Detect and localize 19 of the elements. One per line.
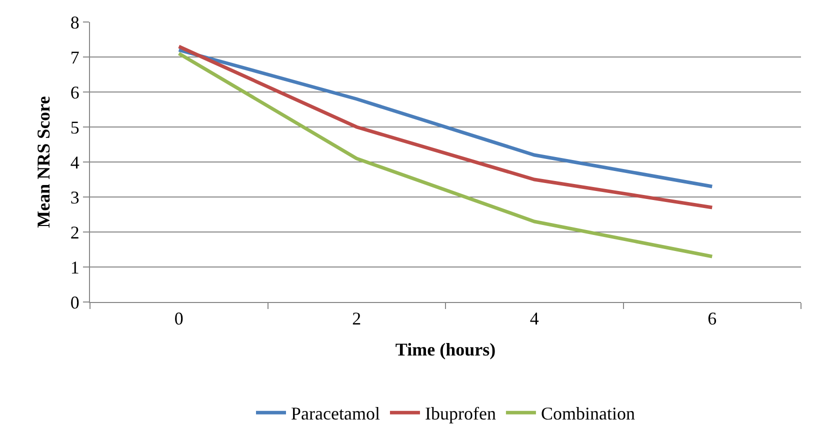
- y-axis-title: Mean NRS Score: [34, 96, 54, 228]
- x-tick-label: 4: [530, 308, 539, 329]
- x-axis-title: Time (hours): [395, 340, 496, 360]
- legend-label: Paracetamol: [291, 404, 380, 424]
- legend-label: Combination: [540, 404, 635, 424]
- y-tick-label: 7: [70, 47, 80, 68]
- y-tick-label: 2: [70, 222, 80, 242]
- line-series: [177, 52, 714, 258]
- legend-label: Ibuprofen: [424, 404, 496, 424]
- x-tick-label: 2: [352, 308, 362, 329]
- y-tick-label: 4: [70, 152, 80, 172]
- y-tick-label: 8: [70, 12, 80, 32]
- y-tick-label: 1: [70, 257, 80, 278]
- x-tick-label: 0: [174, 308, 184, 329]
- y-tick-label: 0: [70, 292, 80, 312]
- x-tick-label: 6: [708, 308, 717, 329]
- y-tick-label: 6: [70, 82, 80, 102]
- y-tick-label: 3: [70, 187, 80, 208]
- y-tick-label: 5: [70, 117, 80, 138]
